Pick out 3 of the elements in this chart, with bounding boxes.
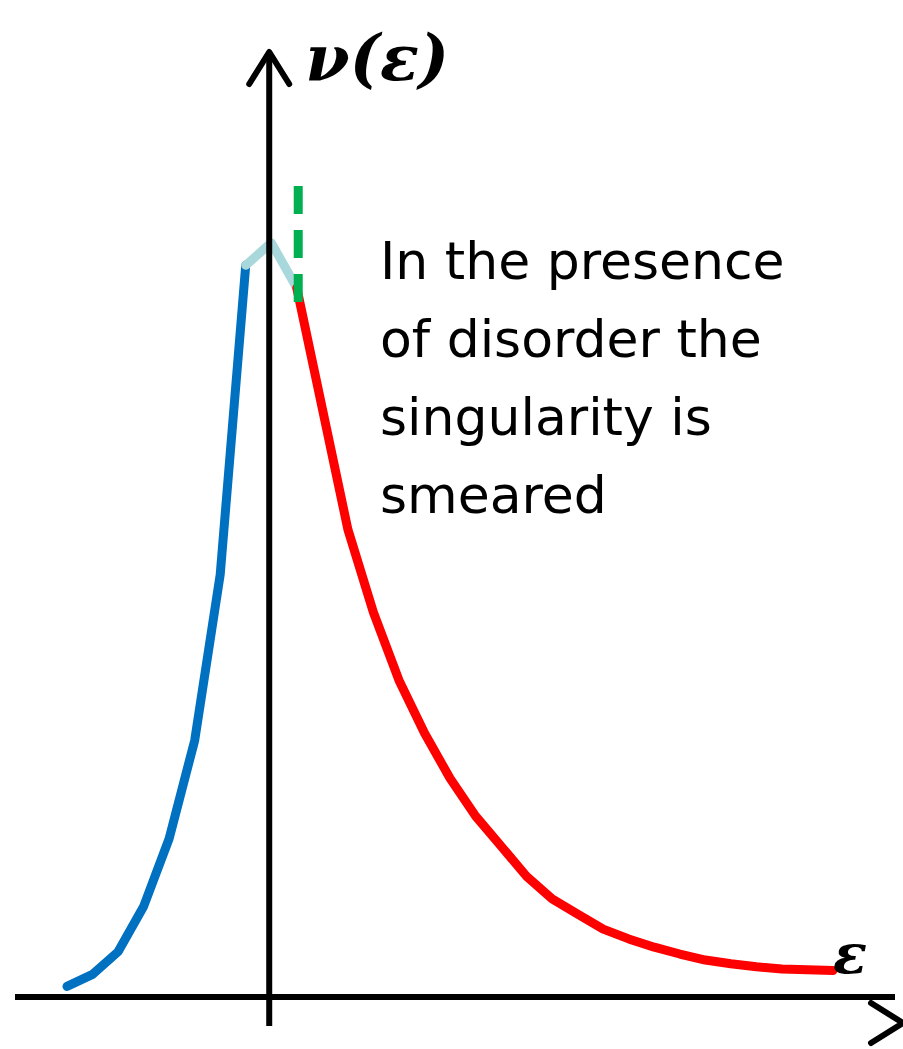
- x-axis-title: ε: [833, 920, 868, 986]
- y-axis-title: ν(ε): [305, 20, 450, 95]
- annotation: In the presence of disorder the singularity is smeared: [380, 230, 786, 527]
